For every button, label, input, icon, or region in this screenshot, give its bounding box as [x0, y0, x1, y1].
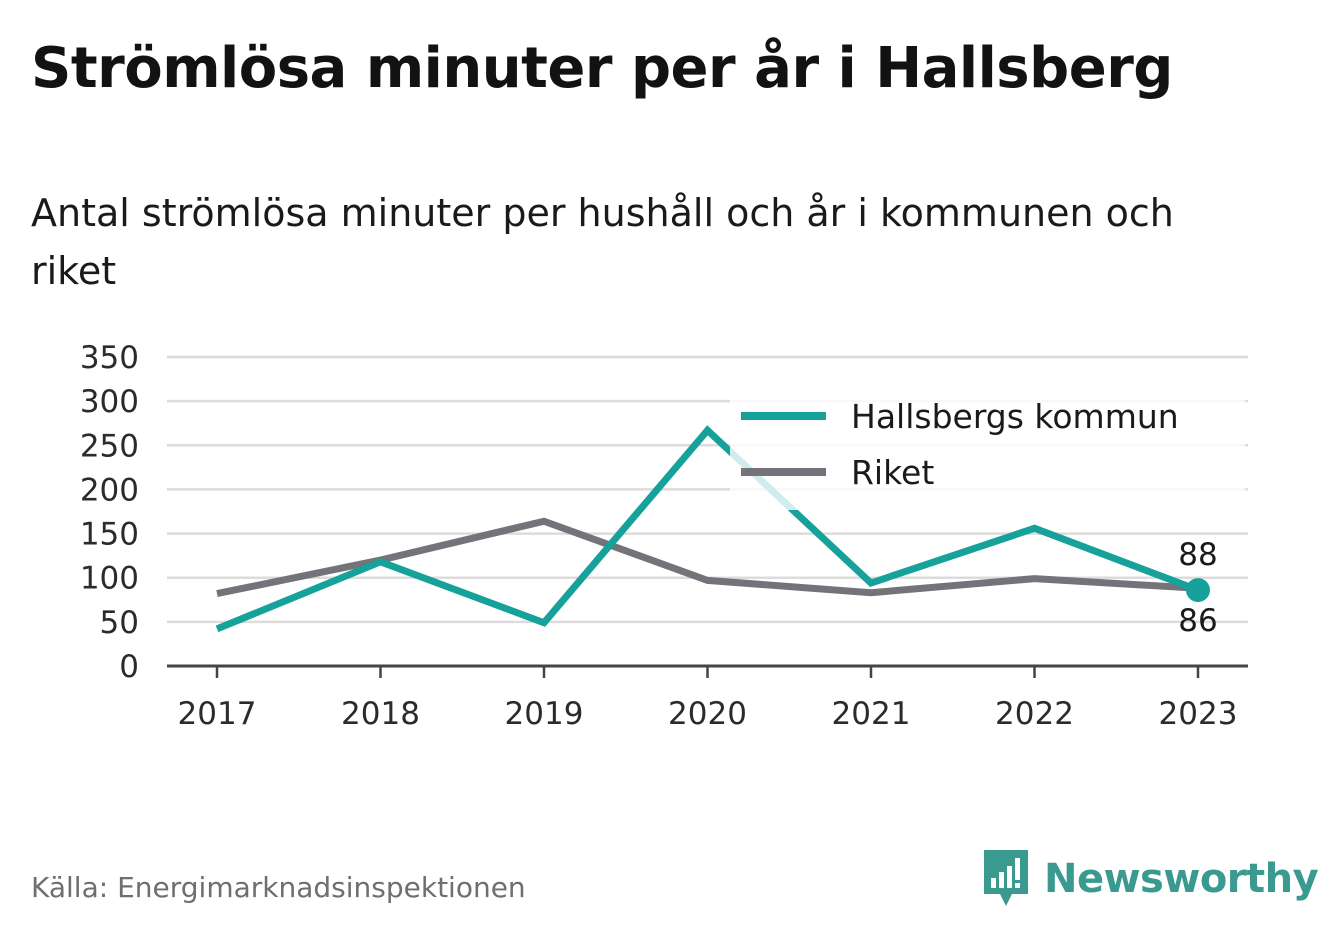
- legend: Hallsbergs kommun Riket: [730, 390, 1245, 510]
- y-tick-label-50: 50: [100, 605, 139, 641]
- y-tick-label-250: 250: [80, 428, 139, 464]
- x-tick-label-2022: 2022: [995, 696, 1074, 732]
- x-axis-ticks: 2017 2018 2019 2020 2021 2022 2023: [178, 666, 1238, 732]
- newsworthy-logo-icon: [984, 850, 1028, 906]
- y-tick-label-150: 150: [80, 517, 139, 553]
- x-tick-label-2017: 2017: [178, 696, 257, 732]
- y-tick-label-200: 200: [80, 472, 139, 508]
- end-label-riket: 88: [1178, 537, 1217, 573]
- y-tick-label-100: 100: [80, 561, 139, 597]
- x-tick-label-2019: 2019: [505, 696, 584, 732]
- x-tick-label-2023: 2023: [1159, 696, 1238, 732]
- end-marker-hallsberg: [1186, 578, 1210, 603]
- chart-subtitle: Antal strömlösa minuter per hushåll och …: [31, 191, 1174, 293]
- y-tick-label-300: 300: [80, 384, 139, 420]
- x-tick-label-2021: 2021: [832, 696, 911, 732]
- legend-label-riket: Riket: [851, 453, 934, 492]
- x-tick-label-2020: 2020: [668, 696, 747, 732]
- source-note: Källa: Energimarknadsinspektionen: [31, 871, 526, 904]
- chart-title: Strömlösa minuter per år i Hallsberg: [31, 36, 1173, 101]
- x-tick-label-2018: 2018: [341, 696, 420, 732]
- value-labels: 88 86: [1178, 537, 1217, 639]
- legend-label-hallsberg: Hallsbergs kommun: [851, 397, 1179, 436]
- brand-name: Newsworthy: [1044, 856, 1319, 902]
- y-tick-label-0: 0: [119, 649, 139, 685]
- brand-logo: Newsworthy: [982, 848, 1319, 910]
- series-lines: [215, 425, 1210, 633]
- legend-background: [730, 390, 1245, 510]
- y-tick-label-350: 350: [80, 340, 139, 376]
- end-label-hallsberg: 86: [1178, 603, 1217, 639]
- y-axis-ticks: 0 50 100 150 200 250 300 350: [80, 340, 139, 685]
